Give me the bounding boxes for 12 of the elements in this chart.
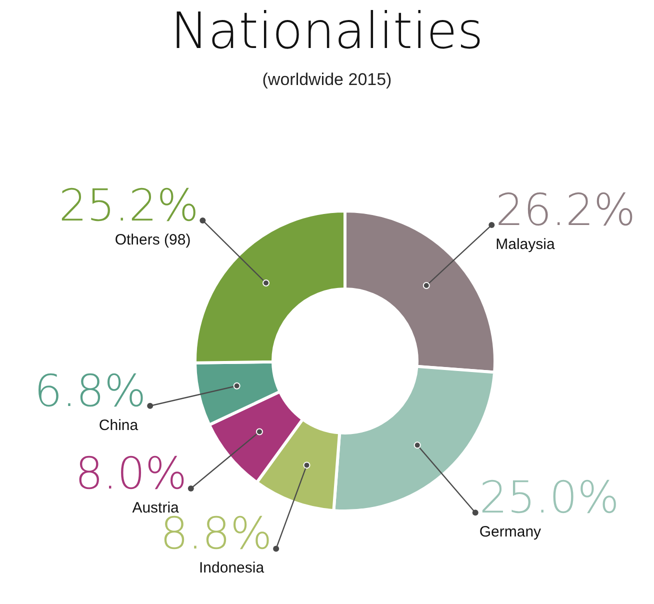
- data-label: 25.0%: [479, 472, 620, 524]
- chart-title: Nationalities: [170, 2, 484, 60]
- data-label: 6.8%: [34, 366, 146, 417]
- slice-label: Others (98): [114, 231, 191, 248]
- slice-label: Indonesia: [199, 560, 265, 577]
- slice-label: Germany: [479, 524, 542, 541]
- slice-label: China: [98, 416, 139, 434]
- slice-label: Malaysia: [496, 236, 556, 254]
- chart-subtitle: (worldwide 2015): [261, 70, 393, 90]
- data-label: 8.0%: [75, 448, 187, 500]
- data-label: 25.2%: [58, 180, 199, 232]
- data-label: 26.2%: [496, 185, 636, 236]
